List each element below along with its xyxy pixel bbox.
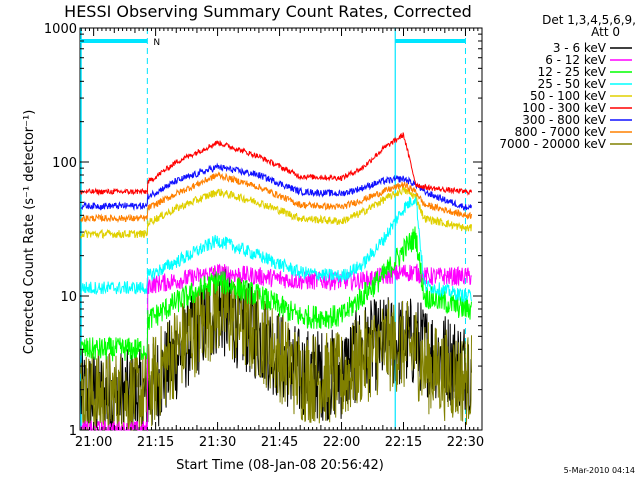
series-line <box>80 162 472 211</box>
x-tick-label: 21:45 <box>261 435 298 450</box>
x-tick-label: 21:30 <box>199 435 236 450</box>
axes: 21:00 21:15 21:30 21:45 22:00 22:15 22:30 1 10 10… <box>44 22 484 450</box>
x-tick-label: 22:30 <box>447 435 484 450</box>
legend-label: 25 - 50 keV <box>538 77 607 91</box>
legend-header-line-2: Att 0 <box>591 25 620 39</box>
y-tick-label: 100 <box>52 156 77 171</box>
series-line <box>80 263 472 432</box>
series-line <box>80 193 472 303</box>
legend-label: 800 - 7000 keV <box>515 125 607 139</box>
legend-label: 12 - 25 keV <box>538 65 607 79</box>
plot-area <box>79 27 483 431</box>
plot-frame <box>79 27 483 431</box>
series-line <box>80 171 472 224</box>
series-line <box>80 226 472 362</box>
footer-timestamp: 5-Mar-2010 04:14 <box>564 466 635 475</box>
legend-label: 3 - 6 keV <box>553 41 607 55</box>
x-tick-label: 22:00 <box>323 435 360 450</box>
y-tick-label: 1000 <box>44 22 77 37</box>
night-label: N <box>153 38 160 48</box>
series-line <box>80 185 472 240</box>
legend-label: 7000 - 20000 keV <box>499 137 606 151</box>
series-layer <box>80 132 472 432</box>
legend-label: 6 - 12 keV <box>545 53 607 67</box>
y-tick-label: 1 <box>69 424 77 439</box>
x-tick-label: 21:15 <box>137 435 174 450</box>
x-tick-label: 21:00 <box>75 435 112 450</box>
legend-label: 100 - 300 keV <box>522 101 606 115</box>
x-axis-label: Start Time (08-Jan-08 20:56:42) <box>176 458 384 473</box>
series-line <box>80 267 472 431</box>
legend-label: 300 - 800 keV <box>522 113 606 127</box>
legend-header-line-1: Det 1,3,4,5,6,9, <box>542 13 636 27</box>
chart-title: HESSI Observing Summary Count Rates, Cor… <box>64 2 472 21</box>
legend-label: 50 - 100 keV <box>530 89 607 103</box>
series-line <box>80 132 472 197</box>
y-tick-label: 10 <box>60 290 77 305</box>
x-tick-label: 22:15 <box>385 435 422 450</box>
y-axis-label: Corrected Count Rate (s⁻¹ detector⁻¹) <box>22 110 37 355</box>
